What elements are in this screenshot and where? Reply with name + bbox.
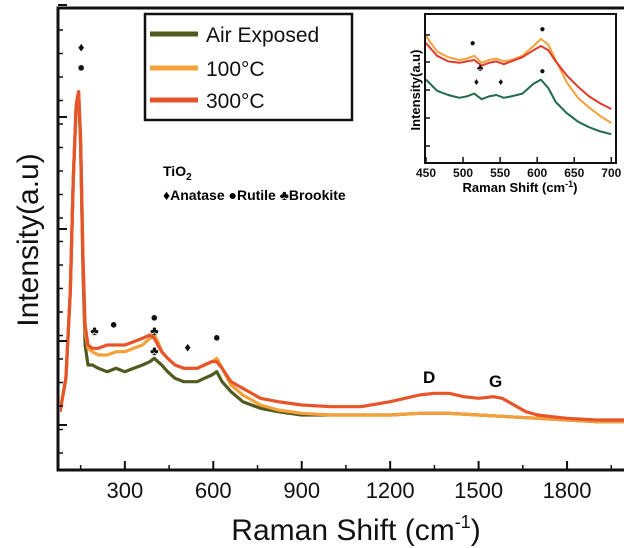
inset-chart: 450 500 550 600 650 700 ● ♣ ♦ ♦ ● ● Intensity(a.u)… xyxy=(408,13,622,195)
peak-marker: ♣ xyxy=(150,343,159,358)
tio2-label: TiO2 xyxy=(163,163,192,183)
inset-x-axis-title: Raman Shift (cm-1) xyxy=(463,179,578,195)
x-tick-label: 1500 xyxy=(454,478,503,503)
peak-marker: ● xyxy=(77,60,85,75)
legend: Air Exposed 100°C 300°C xyxy=(143,12,354,122)
inset-frame xyxy=(424,13,617,164)
inset-y-axis-title: Intensity(a.u) xyxy=(408,50,423,131)
peak-marker: ♣ xyxy=(150,323,159,338)
inset-peak-marker: ● xyxy=(539,66,545,77)
peak-label-d: D xyxy=(423,368,435,387)
peak-marker: ● xyxy=(213,330,221,345)
phase-legend: ♦Anatase ●Rutile ♣Brookite xyxy=(163,187,346,203)
y-axis-title: Intensity(a.u) xyxy=(12,153,45,326)
x-tick-label: 900 xyxy=(283,478,320,503)
x-tick-label: 1800 xyxy=(543,478,592,503)
x-axis-title: Raman Shift (cm-1) xyxy=(231,512,480,547)
inset-peak-marker: ● xyxy=(470,38,476,49)
peak-marker: ♣ xyxy=(90,323,99,338)
inset-x-tick-label: 450 xyxy=(416,166,436,180)
x-tick-label: 300 xyxy=(106,478,143,503)
main-series-group xyxy=(60,90,624,424)
inset-axis-ticks: 450 500 550 600 650 700 xyxy=(416,34,622,180)
inset-x-tick-label: 500 xyxy=(453,166,473,180)
inset-peak-markers: ● ♣ ♦ ♦ ● ● xyxy=(470,24,546,88)
legend-label-air-exposed: Air Exposed xyxy=(206,24,319,47)
x-tick-label: 1200 xyxy=(366,478,415,503)
legend-label-300c: 300°C xyxy=(206,90,265,113)
legend-label-100c: 100°C xyxy=(206,58,265,81)
inset-peak-marker: ♣ xyxy=(477,63,484,74)
inset-peak-marker: ♦ xyxy=(474,77,479,88)
inset-x-tick-label: 550 xyxy=(490,166,510,180)
inset-x-tick-label: 700 xyxy=(601,166,621,180)
main-peak-markers: ♦●♣ ● ●♣♣ ♦● xyxy=(77,40,220,358)
peak-label-g: G xyxy=(489,372,502,391)
peak-marker: ♦ xyxy=(78,40,85,55)
inset-series-line-1 xyxy=(426,35,612,124)
x-tick-label: 600 xyxy=(195,478,232,503)
peak-marker: ♦ xyxy=(184,340,191,355)
inset-series-line-0 xyxy=(426,78,612,136)
inset-x-tick-label: 600 xyxy=(527,166,547,180)
inset-x-tick-label: 650 xyxy=(564,166,584,180)
inset-peak-marker: ● xyxy=(539,24,545,35)
series-line-2 xyxy=(60,90,624,422)
main-plot-frame xyxy=(56,6,624,472)
peak-marker: ● xyxy=(110,316,118,331)
inset-series-group xyxy=(426,35,612,136)
peak-marker: ● xyxy=(150,310,158,325)
main-axis-ticks: 300 600 900 1200 1500 1800 xyxy=(58,4,613,503)
inset-peak-marker: ♦ xyxy=(498,77,503,88)
inset-series-line-2 xyxy=(426,42,612,110)
